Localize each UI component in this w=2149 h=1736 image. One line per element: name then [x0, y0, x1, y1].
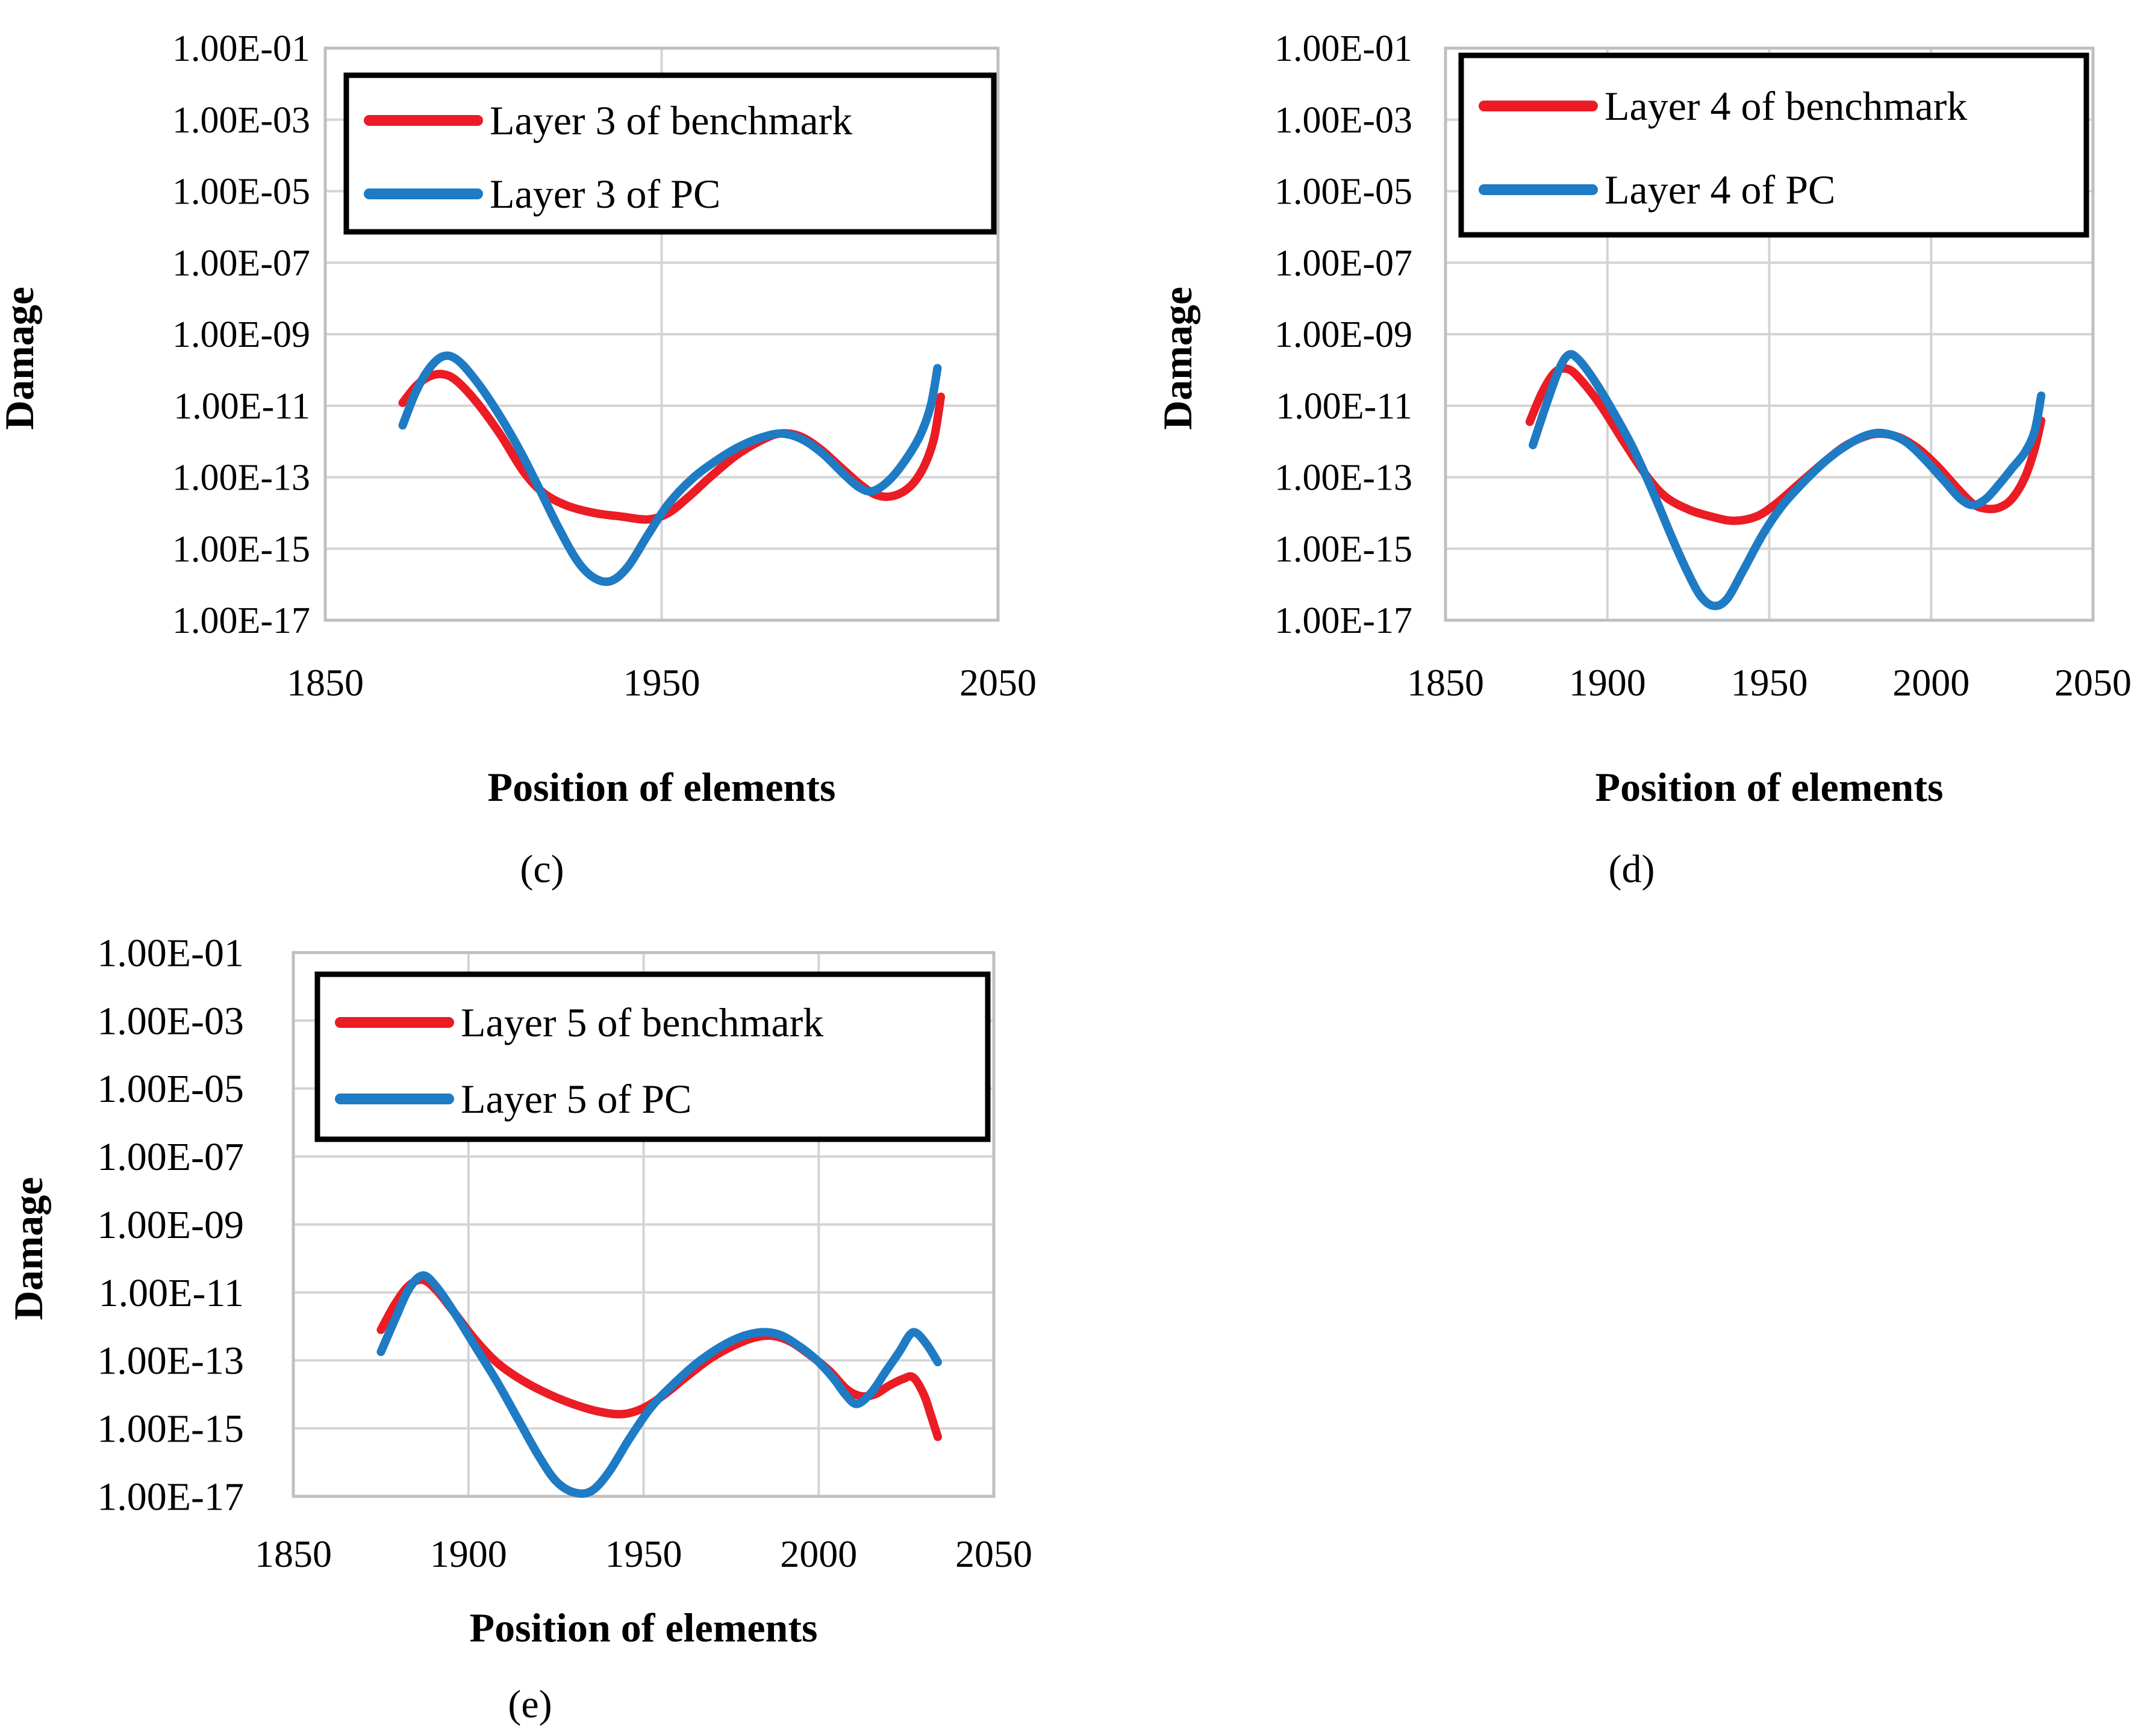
y-tick-label: 1.00E-03	[1274, 100, 1412, 141]
x-tick-label: 1850	[287, 661, 364, 704]
subplot-caption: (c)	[520, 847, 564, 891]
y-tick-label: 1.00E-03	[172, 100, 310, 141]
legend-label-layer-5-of-pc: Layer 5 of PC	[461, 1076, 691, 1122]
y-tick-label: 1.00E-05	[172, 172, 310, 213]
x-tick-label: 1850	[1407, 661, 1484, 704]
y-tick-label: 1.00E-15	[97, 1407, 244, 1451]
x-axis-title: Position of elements	[488, 764, 836, 810]
x-tick-label: 2000	[780, 1532, 857, 1575]
y-tick-label: 1.00E-07	[1274, 243, 1412, 284]
legend-box	[343, 72, 997, 235]
series-line-layer-5-of-pc	[376, 1271, 942, 1498]
y-tick-label: 1.00E-11	[173, 386, 310, 427]
y-tick-label: 1.00E-17	[97, 1475, 244, 1519]
y-axis-title: Damage	[0, 287, 42, 430]
x-tick-label: 1900	[1569, 661, 1646, 704]
y-tick-label: 1.00E-13	[1274, 458, 1412, 499]
x-axis-title: Position of elements	[1595, 764, 1944, 810]
y-tick-label: 1.00E-11	[1276, 386, 1412, 427]
legend-label-layer-3-of-benchmark: Layer 3 of benchmark	[490, 98, 852, 143]
legend-label-layer-3-of-pc: Layer 3 of PC	[490, 171, 720, 217]
chart-svg-c: 1.00E-01 1.00E-03 1.00E-05 1.00E-07 1.00E-09…	[0, 28, 1037, 891]
y-tick-label: 1.00E-09	[1274, 314, 1412, 355]
legend-box	[1458, 52, 2089, 238]
x-tick-label: 2000	[1892, 661, 1970, 704]
y-tick-label: 1.00E-07	[172, 243, 310, 284]
y-tick-label: 1.00E-09	[172, 314, 310, 355]
x-tick-label: 1850	[255, 1532, 332, 1575]
y-tick-label: 1.00E-01	[1274, 28, 1412, 69]
chart-svg-e: 1.00E-01 1.00E-03 1.00E-05 1.00E-07 1.00E-09…	[5, 931, 1032, 1726]
chart-d-layer4: 1.00E-01 1.00E-03 1.00E-05 1.00E-07 1.00E-09…	[1114, 0, 2149, 921]
y-tick-label: 1.00E-15	[1274, 529, 1412, 570]
x-tick-label: 1950	[623, 661, 700, 704]
y-tick-label: 1.00E-17	[172, 600, 310, 641]
legend-label-layer-4-of-pc: Layer 4 of PC	[1605, 167, 1835, 213]
x-tick-label: 1900	[430, 1532, 507, 1575]
x-tick-label: 2050	[955, 1532, 1032, 1575]
y-tick-label: 1.00E-13	[172, 458, 310, 499]
y-tick-label: 1.00E-17	[1274, 600, 1412, 641]
plot-frame	[1444, 46, 2095, 622]
series-line-layer-3-of-benchmark	[398, 370, 946, 524]
y-tick-label: 1.00E-13	[97, 1339, 244, 1383]
plot-frame	[292, 951, 996, 1498]
y-tick-label: 1.00E-15	[172, 529, 310, 570]
x-tick-label: 1950	[1731, 661, 1808, 704]
y-tick-label: 1.00E-05	[97, 1067, 244, 1111]
chart-svg-d: 1.00E-01 1.00E-03 1.00E-05 1.00E-07 1.00E-09…	[1155, 28, 2132, 891]
y-tick-label: 1.00E-11	[99, 1271, 244, 1315]
legend-label-layer-5-of-benchmark: Layer 5 of benchmark	[461, 1000, 823, 1045]
y-tick-label: 1.00E-03	[97, 999, 244, 1043]
series-line-layer-3-of-pc	[398, 351, 942, 586]
x-axis-title: Position of elements	[470, 1605, 818, 1650]
chart-e-layer5: 1.00E-01 1.00E-03 1.00E-05 1.00E-07 1.00E-09…	[0, 921, 1060, 1736]
legend-label-layer-4-of-benchmark: Layer 4 of benchmark	[1605, 83, 1967, 129]
y-axis-title: Damage	[5, 1177, 51, 1321]
x-tick-label: 1950	[605, 1532, 682, 1575]
x-tick-label: 2050	[959, 661, 1037, 704]
chart-c-layer3: 1.00E-01 1.00E-03 1.00E-05 1.00E-07 1.00E-09…	[0, 0, 1084, 921]
y-tick-label: 1.00E-07	[97, 1135, 244, 1179]
subplot-caption: (d)	[1609, 847, 1655, 891]
y-tick-label: 1.00E-09	[97, 1203, 244, 1247]
y-tick-label: 1.00E-05	[1274, 172, 1412, 213]
y-tick-label: 1.00E-01	[172, 28, 310, 69]
plot-frame	[323, 46, 1000, 622]
legend-box	[314, 971, 991, 1142]
series-line-layer-4-of-pc	[1529, 350, 2045, 611]
subplot-caption: (e)	[508, 1682, 552, 1726]
x-tick-label: 2050	[2054, 661, 2132, 704]
y-tick-label: 1.00E-01	[97, 931, 244, 975]
y-axis-title: Damage	[1155, 287, 1200, 430]
